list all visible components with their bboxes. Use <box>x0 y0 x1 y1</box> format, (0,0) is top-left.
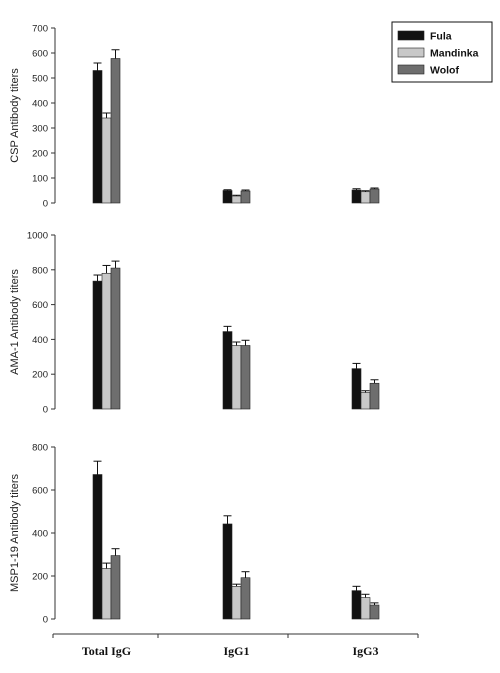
y-tick-label: 0 <box>43 615 48 626</box>
legend: Fula Mandinka Wolof <box>391 21 493 83</box>
x-category-label: Total IgG <box>82 644 131 658</box>
bar-fula-0 <box>92 474 103 620</box>
y-tick-label: 1000 <box>27 231 48 242</box>
bar-fula-0 <box>92 70 103 204</box>
bar-fula-2 <box>351 590 362 620</box>
y-tick-label: 0 <box>43 199 48 210</box>
y-tick-label: 200 <box>32 149 48 160</box>
x-category-label: IgG3 <box>352 644 378 658</box>
bar-mandinka-2 <box>360 392 371 410</box>
bar-fula-2 <box>351 189 362 204</box>
bar-wolof-2 <box>369 188 380 204</box>
y-tick-label: 400 <box>32 335 48 346</box>
x-category-label: IgG1 <box>223 644 249 658</box>
panel-0: 0 100 200 300 400 500 600 700 CSP Antibody titer… <box>9 24 380 210</box>
bar-mandinka-1 <box>231 586 242 620</box>
y-tick-label: 400 <box>32 99 48 110</box>
legend-swatch-mandinka <box>397 47 425 58</box>
bar-fula-0 <box>92 280 103 410</box>
y-tick-label: 200 <box>32 370 48 381</box>
bar-fula-1 <box>222 190 233 204</box>
y-axis-title: CSP Antibody titers <box>9 68 21 163</box>
bar-wolof-2 <box>369 382 380 410</box>
bar-wolof-1 <box>240 345 251 410</box>
bar-mandinka-0 <box>101 272 112 410</box>
y-tick-label: 800 <box>32 265 48 276</box>
bar-wolof-2 <box>369 604 380 620</box>
y-axis-title: MSP1-19 Antibody titers <box>9 474 21 593</box>
bar-wolof-0 <box>110 58 121 204</box>
y-tick-label: 100 <box>32 174 48 185</box>
legend-label-mandinka: Mandinka <box>430 48 479 60</box>
bar-fula-2 <box>351 368 362 410</box>
bar-fula-1 <box>222 523 233 620</box>
legend-label-wolof: Wolof <box>430 65 459 77</box>
y-axis-title: AMA-1 Antibody titers <box>9 269 21 375</box>
panel-1: 0 200 400 600 800 1000 AMA-1 Antibody titers <box>9 231 380 416</box>
bar-wolof-0 <box>110 267 121 410</box>
y-tick-label: 600 <box>32 300 48 311</box>
panel-2: 0 200 400 600 800 MSP1-19 Antibody titers <box>9 443 380 626</box>
bar-fula-1 <box>222 331 233 410</box>
bar-wolof-1 <box>240 190 251 204</box>
y-tick-label: 600 <box>32 49 48 60</box>
y-tick-label: 0 <box>43 405 48 416</box>
y-tick-label: 800 <box>32 443 48 454</box>
bar-mandinka-1 <box>231 345 242 410</box>
y-tick-label: 300 <box>32 124 48 135</box>
bar-mandinka-2 <box>360 191 371 204</box>
legend-swatch-wolof <box>397 64 425 75</box>
y-tick-label: 200 <box>32 572 48 583</box>
legend-swatch-fula <box>397 30 425 41</box>
bar-mandinka-2 <box>360 597 371 620</box>
y-tick-label: 600 <box>32 486 48 497</box>
bar-wolof-1 <box>240 577 251 620</box>
legend-label-fula: Fula <box>430 31 452 43</box>
y-tick-label: 400 <box>32 529 48 540</box>
y-tick-label: 700 <box>32 24 48 35</box>
y-tick-label: 500 <box>32 74 48 85</box>
bar-mandinka-1 <box>231 195 242 204</box>
bar-mandinka-0 <box>101 117 112 204</box>
bar-mandinka-0 <box>101 568 112 620</box>
bar-wolof-0 <box>110 555 121 620</box>
